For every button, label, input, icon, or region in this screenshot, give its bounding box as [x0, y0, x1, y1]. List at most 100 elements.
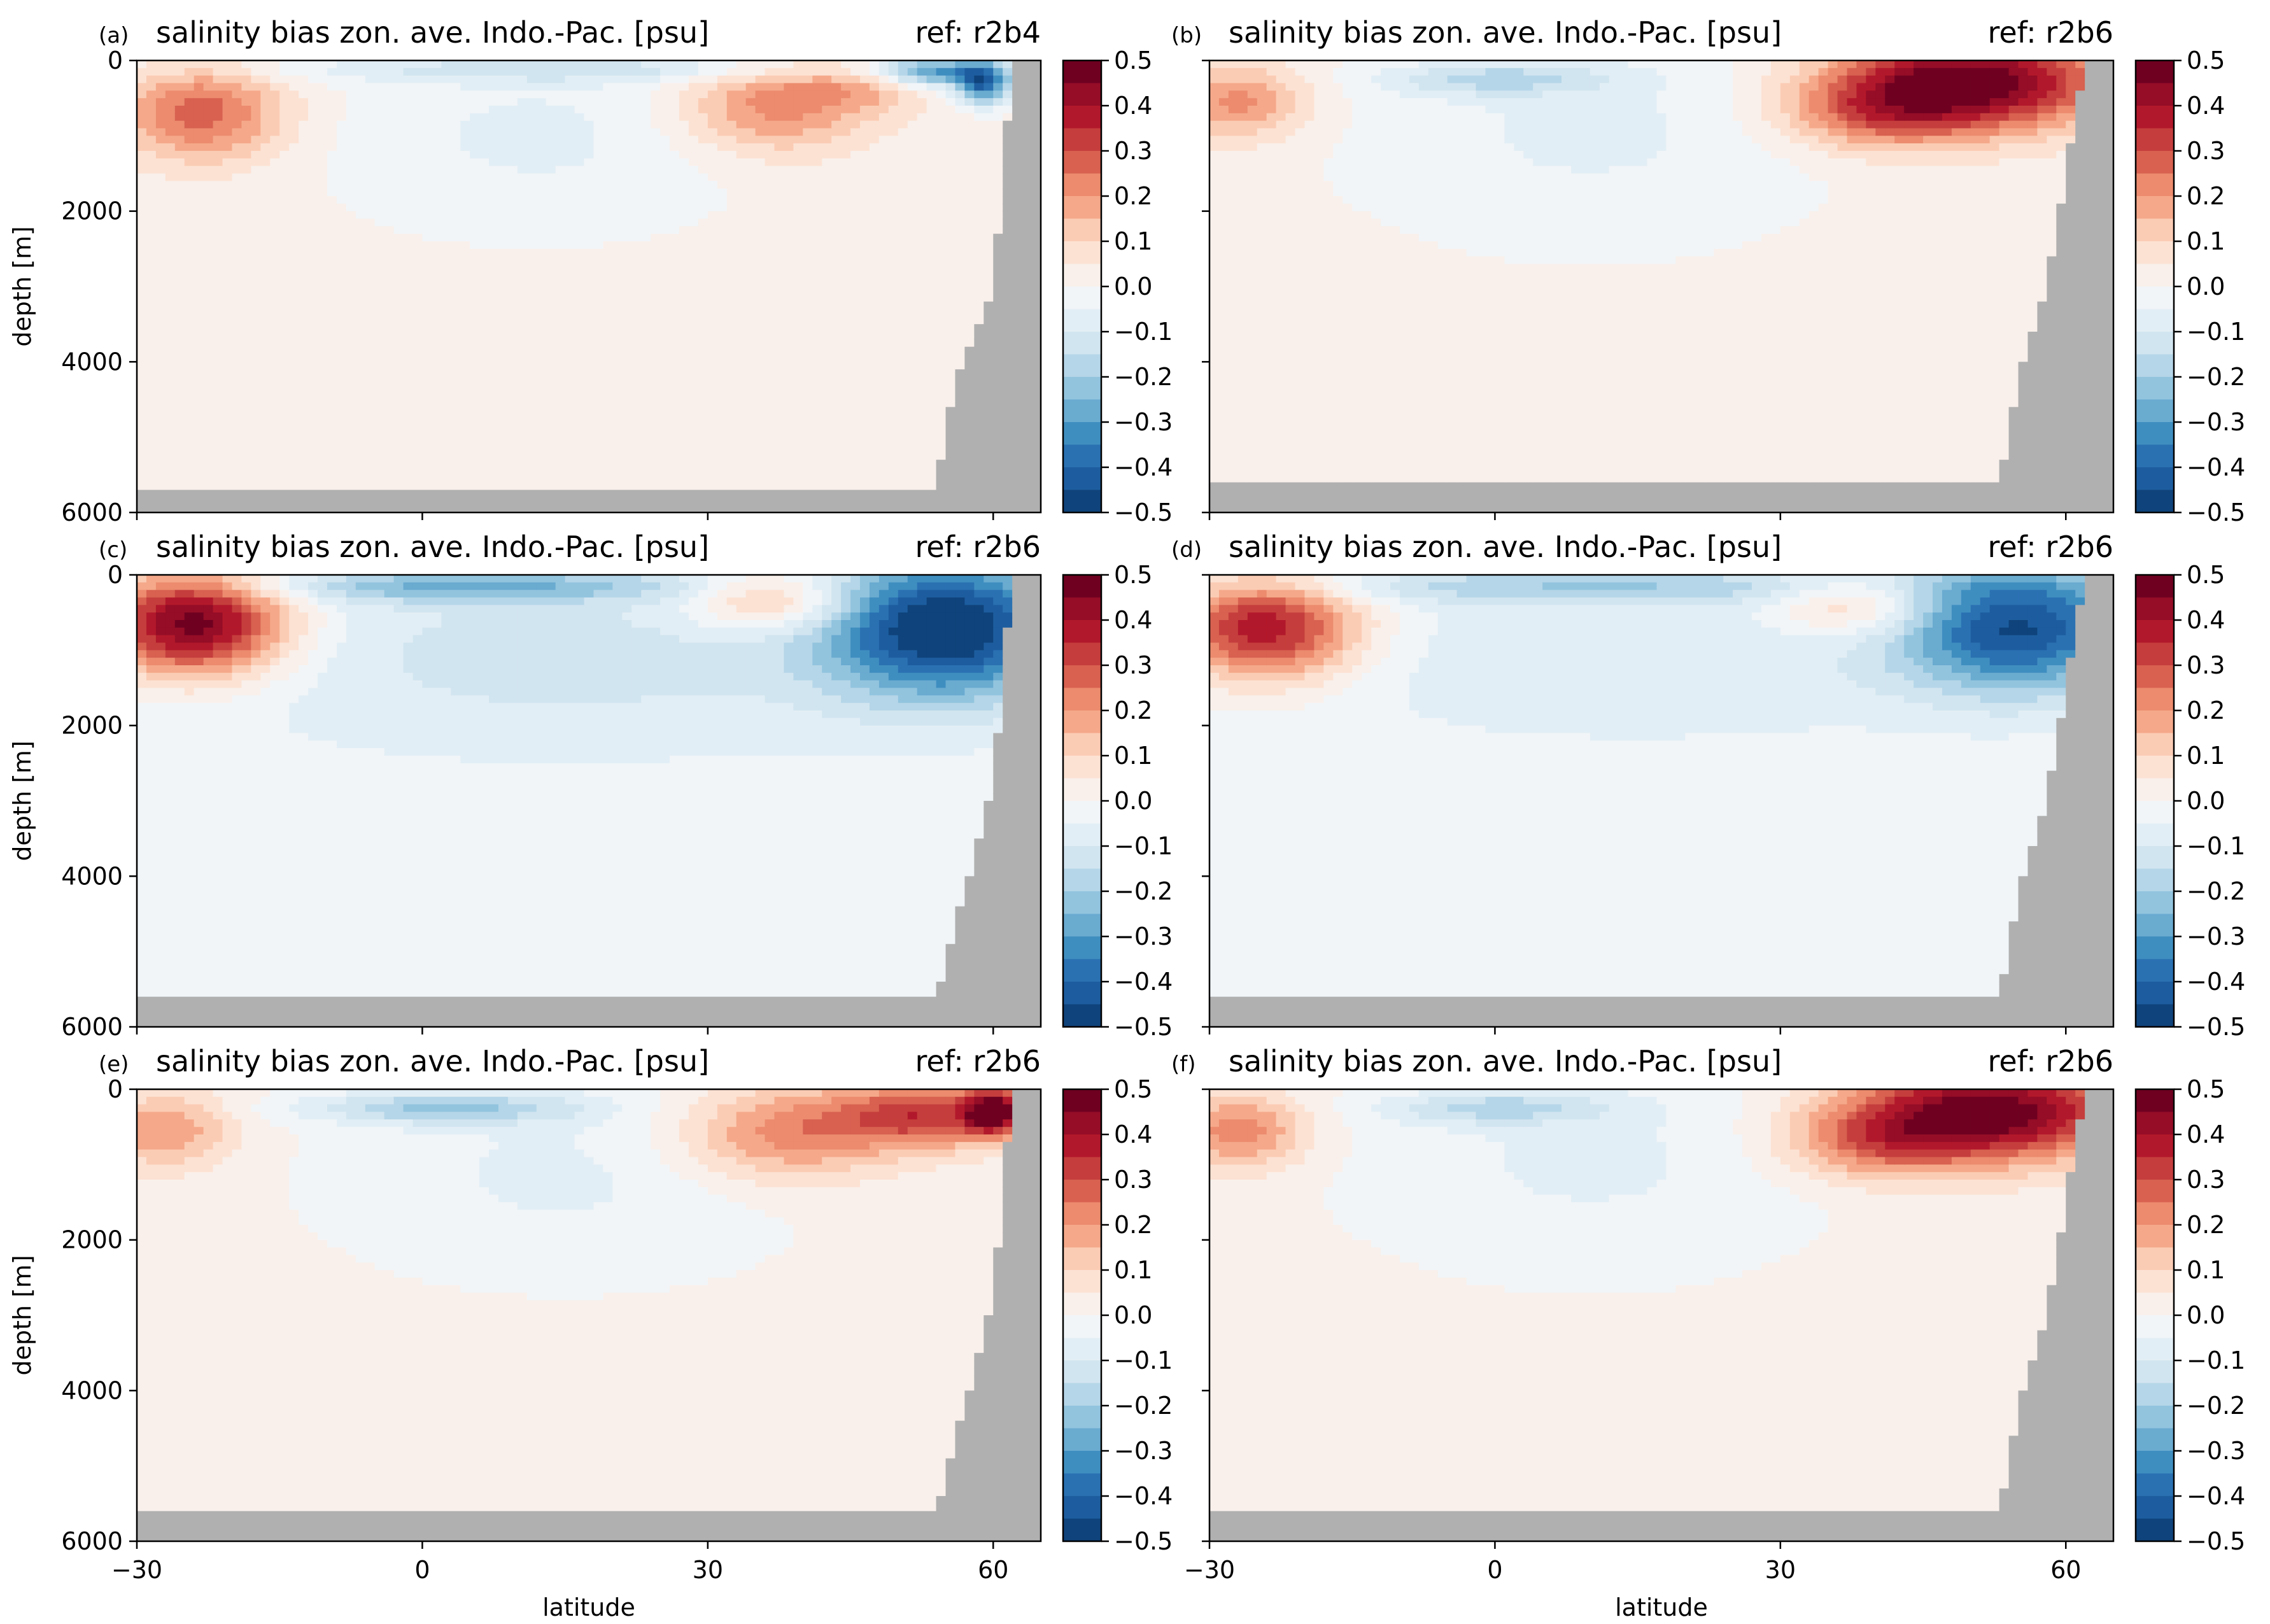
heatmap-cell — [260, 211, 271, 219]
heatmap-cell — [137, 159, 147, 166]
heatmap-cell — [137, 460, 147, 467]
heatmap-cell — [289, 204, 299, 211]
heatmap-cell — [185, 226, 195, 234]
heatmap-cell — [289, 211, 299, 219]
heatmap-cell — [175, 452, 185, 460]
heatmap-cell — [146, 90, 157, 98]
heatmap-cell — [194, 98, 204, 106]
heatmap-cell — [204, 188, 214, 196]
heatmap-cell — [194, 121, 204, 129]
heatmap-cell — [232, 294, 242, 302]
heatmap-cell — [185, 204, 195, 211]
heatmap-cell — [175, 90, 185, 98]
heatmap-cell — [175, 234, 185, 241]
heatmap-cell — [137, 355, 147, 362]
heatmap-cell — [166, 181, 176, 188]
heatmap-cell — [260, 316, 271, 324]
heatmap-cell — [260, 151, 271, 159]
heatmap-cell — [241, 430, 251, 437]
heatmap-cell — [232, 407, 242, 414]
heatmap-cell — [279, 234, 290, 241]
heatmap-cell — [137, 467, 147, 475]
heatmap-cell — [279, 196, 290, 204]
heatmap-cell — [213, 76, 223, 83]
heatmap-cell — [279, 121, 290, 129]
heatmap-cell — [137, 339, 147, 347]
heatmap-cell — [260, 414, 271, 422]
heatmap-cell — [251, 460, 261, 467]
heatmap-cell — [194, 452, 204, 460]
heatmap-cell — [166, 483, 176, 490]
heatmap-cell — [279, 143, 290, 151]
heatmap-cell — [260, 249, 271, 257]
heatmap-cell — [279, 452, 290, 460]
heatmap-cell — [260, 339, 271, 347]
heatmap-cell — [232, 90, 242, 98]
heatmap-cell — [137, 90, 147, 98]
heatmap-cell — [185, 309, 195, 317]
heatmap-cell — [156, 257, 166, 264]
heatmap-cell — [251, 113, 261, 121]
heatmap-cell — [223, 76, 233, 83]
heatmap-cell — [137, 475, 147, 483]
heatmap-cell — [204, 196, 214, 204]
heatmap-cell — [166, 497, 176, 505]
heatmap-cell — [251, 234, 261, 241]
heatmap-cell — [251, 407, 261, 414]
heatmap-cell — [241, 490, 251, 498]
heatmap-cell — [279, 294, 290, 302]
heatmap-cell — [279, 437, 290, 445]
heatmap-cell — [185, 271, 195, 279]
heatmap-cell — [241, 271, 251, 279]
heatmap-cell — [185, 286, 195, 294]
heatmap-cell — [213, 309, 223, 317]
heatmap-cell — [194, 257, 204, 264]
heatmap-cell — [289, 271, 299, 279]
heatmap-cell — [204, 339, 214, 347]
heatmap-cell — [175, 188, 185, 196]
heatmap-cell — [241, 369, 251, 377]
heatmap-cell — [137, 271, 147, 279]
heatmap-cell — [156, 121, 166, 129]
heatmap-cell — [241, 219, 251, 227]
heatmap-cell — [260, 369, 271, 377]
heatmap-cell — [260, 392, 271, 400]
heatmap-cell — [166, 362, 176, 369]
heatmap-cell — [232, 414, 242, 422]
heatmap-cell — [251, 505, 261, 512]
heatmap-cell — [270, 98, 280, 106]
heatmap-cell — [175, 211, 185, 219]
heatmap-cell — [241, 362, 251, 369]
heatmap-cell — [175, 196, 185, 204]
heatmap-cell — [204, 226, 214, 234]
heatmap-cell — [270, 143, 280, 151]
heatmap-cell — [137, 257, 147, 264]
heatmap-cell — [137, 392, 147, 400]
heatmap-cell — [232, 159, 242, 166]
heatmap-cell — [204, 68, 214, 76]
heatmap-cell — [241, 249, 251, 257]
heatmap-cell — [166, 294, 176, 302]
heatmap-cell — [251, 377, 261, 385]
heatmap-cell — [289, 279, 299, 286]
heatmap-cell — [194, 377, 204, 385]
heatmap-cell — [289, 60, 299, 68]
heatmap-cell — [146, 211, 157, 219]
heatmap-cell — [146, 422, 157, 430]
heatmap-cell — [251, 151, 261, 159]
heatmap-cell — [232, 316, 242, 324]
heatmap-cell — [166, 437, 176, 445]
heatmap-cell — [146, 339, 157, 347]
heatmap-cell — [270, 437, 280, 445]
heatmap-cell — [289, 264, 299, 272]
heatmap-cell — [241, 467, 251, 475]
heatmap-cell — [232, 151, 242, 159]
heatmap-cell — [175, 98, 185, 106]
heatmap-cell — [232, 385, 242, 392]
heatmap-cell — [213, 286, 223, 294]
heatmap-cell — [137, 407, 147, 414]
heatmap-cell — [185, 460, 195, 467]
heatmap-cell — [175, 204, 185, 211]
heatmap-cell — [251, 249, 261, 257]
heatmap-cell — [279, 264, 290, 272]
